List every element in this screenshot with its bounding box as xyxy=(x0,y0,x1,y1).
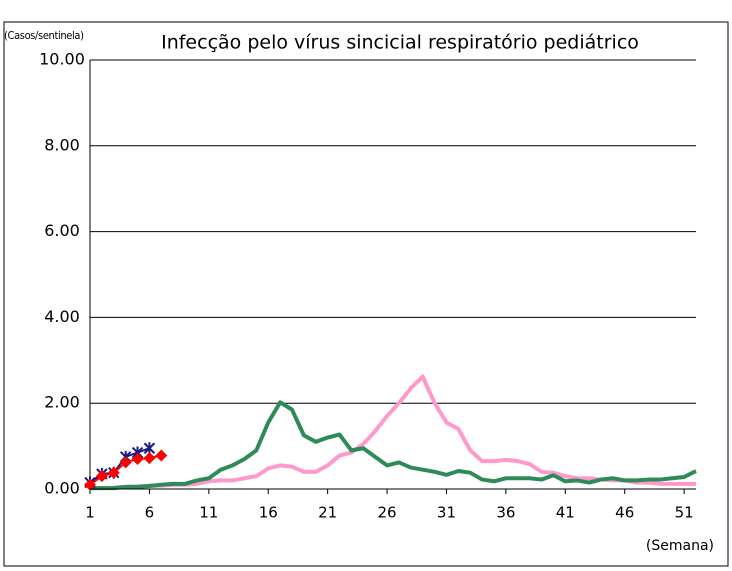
y-tick-label: 6.00 xyxy=(44,221,80,240)
x-tick-label: 11 xyxy=(199,504,218,522)
marker xyxy=(155,449,168,462)
series-line xyxy=(90,374,696,491)
y-tick-label: 10.00 xyxy=(39,50,85,69)
marker xyxy=(119,456,132,469)
x-tick-label: 6 xyxy=(145,504,155,522)
x-tick-label: 1 xyxy=(85,504,95,522)
marker xyxy=(84,478,96,491)
series-line xyxy=(90,400,697,491)
y-axis-label: (Casos/sentinela) xyxy=(4,29,84,42)
x-tick-label: 36 xyxy=(496,504,515,522)
chart-frame xyxy=(3,21,729,567)
y-tick-label: 4.00 xyxy=(44,307,80,326)
y-tick-label: 8.00 xyxy=(44,135,80,154)
x-axis-label: (Semana) xyxy=(646,538,714,554)
x-tick-label: 16 xyxy=(259,504,278,522)
x-tick-label: 31 xyxy=(437,504,456,522)
marker xyxy=(131,452,144,465)
y-tick-label: 0.00 xyxy=(44,479,80,498)
x-tick-label: 41 xyxy=(556,504,575,522)
x-tick-label: 26 xyxy=(378,504,397,522)
x-tick-label: 51 xyxy=(675,504,694,522)
x-tick-label: 46 xyxy=(615,504,634,522)
chart-title: Infecção pelo vírus sincicial respiratór… xyxy=(161,32,639,54)
marker xyxy=(107,466,120,479)
y-tick-label: 2.00 xyxy=(44,393,80,412)
x-tick-label: 21 xyxy=(318,504,337,522)
marker xyxy=(143,452,156,465)
marker xyxy=(95,470,108,483)
